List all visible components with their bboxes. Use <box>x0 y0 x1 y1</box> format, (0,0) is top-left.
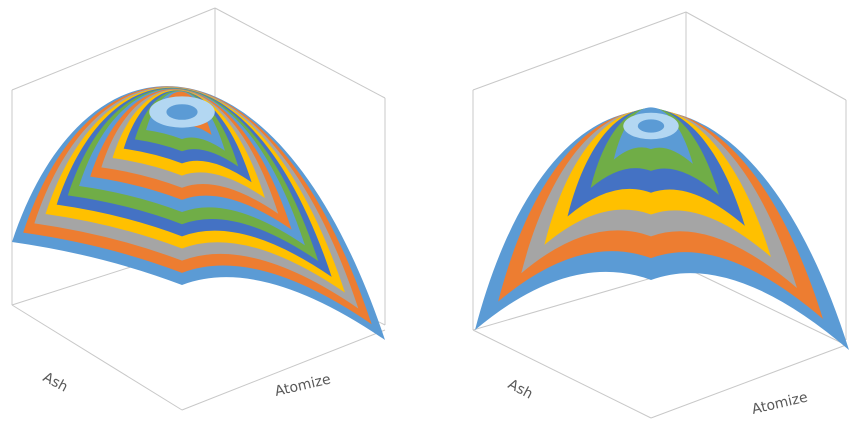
box-back-right-edge <box>214 7 386 99</box>
y-axis-label: Atomize <box>750 390 809 418</box>
surface-bands <box>475 107 849 350</box>
box-floor-front-left <box>11 304 183 411</box>
box-back-right-edge <box>685 11 847 101</box>
surface-bands <box>12 86 385 340</box>
surface-chart-right: Ash Atomize <box>472 11 849 419</box>
y-axis-label: Atomize <box>273 372 332 400</box>
surface-apex <box>166 104 198 120</box>
surface-apex <box>637 119 665 133</box>
x-axis-label: Ash <box>505 376 535 402</box>
surface-band <box>590 107 719 195</box>
box-floor-front-right <box>181 329 386 411</box>
box-back-top-edge <box>11 7 216 91</box>
surface-chart-left: Ash Atomize <box>11 7 386 411</box>
box-floor-front-left <box>472 329 652 419</box>
box-floor-front-right <box>650 344 847 419</box>
x-axis-label: Ash <box>40 369 70 395</box>
box-floor-back-right <box>685 267 847 346</box>
box-back-top-edge <box>472 11 687 91</box>
